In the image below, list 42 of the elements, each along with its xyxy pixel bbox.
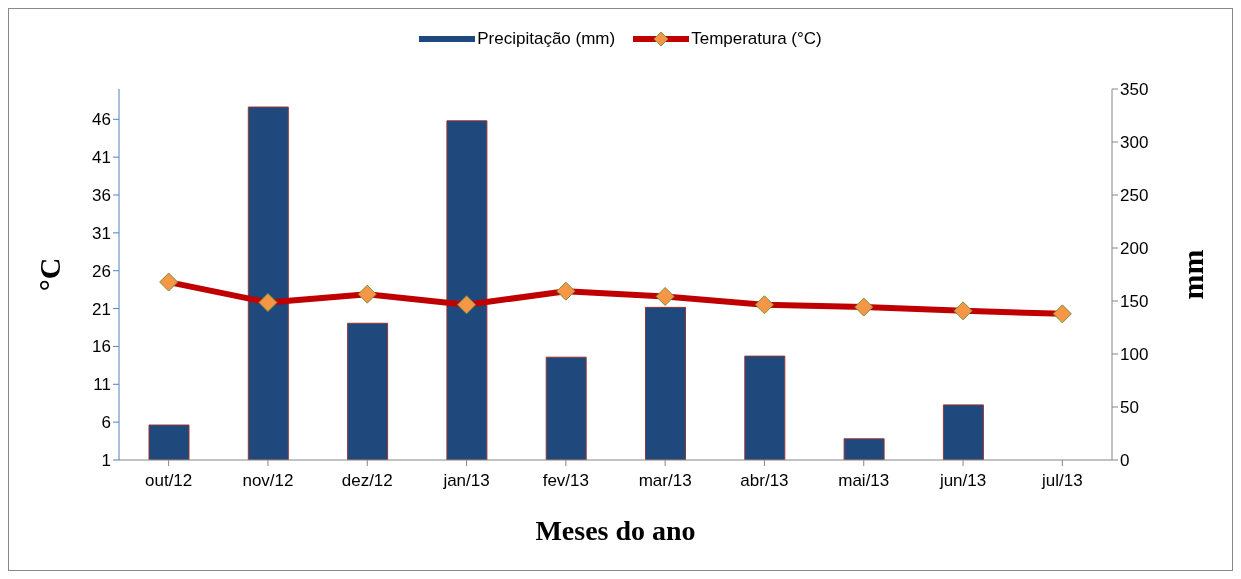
x-tick-label: jan/13: [442, 471, 490, 491]
legend-label: Temperatura (°C): [691, 29, 822, 49]
x-tick-label: abr/13: [740, 471, 789, 491]
y-tick-label: 41: [92, 148, 111, 168]
legend-label: Precipitação (mm): [477, 29, 616, 49]
y-tick-label: 6: [101, 413, 111, 433]
y-tick-label: 21: [92, 299, 111, 319]
y2-tick-label: 300: [1120, 133, 1149, 153]
bar: [446, 120, 488, 460]
y2-tick-label: 150: [1120, 292, 1149, 312]
y-tick-label: 26: [92, 261, 111, 281]
x-tick-label: out/12: [145, 471, 193, 491]
bar: [247, 106, 289, 460]
y-tick-label: 11: [93, 375, 111, 395]
x-tick-label: fev/13: [542, 471, 590, 491]
bar: [645, 306, 686, 460]
bar: [347, 322, 389, 460]
y2-tick-label: 0: [1120, 451, 1130, 471]
bar: [744, 355, 786, 460]
y2-tick-label: 100: [1120, 345, 1149, 365]
y2-tick-label: 200: [1120, 239, 1149, 259]
bar: [148, 424, 190, 460]
y-tick-label: 1: [101, 451, 111, 471]
y2-tick-label: 350: [1120, 80, 1149, 100]
x-tick-label: dez/12: [341, 471, 393, 491]
x-tick-label: jun/13: [938, 471, 987, 491]
bar: [843, 438, 885, 460]
x-axis-title: Meses do ano: [535, 515, 696, 546]
x-tick-label: nov/12: [242, 471, 294, 491]
y-tick-label: 16: [92, 337, 111, 357]
x-tick-label: jul/13: [1041, 471, 1083, 491]
x-tick-label: mai/13: [838, 471, 890, 491]
y2-tick-label: 50: [1120, 398, 1139, 418]
bar: [545, 356, 587, 460]
y-axis-title: °C: [32, 257, 66, 292]
y2-tick-label: 250: [1120, 186, 1149, 206]
y2-axis-title: mm: [1175, 249, 1209, 300]
y-tick-label: 46: [92, 110, 111, 130]
x-tick-label: mar/13: [638, 471, 692, 491]
y-tick-label: 31: [92, 223, 111, 243]
y-tick-label: 36: [92, 186, 111, 206]
bar: [942, 404, 984, 460]
